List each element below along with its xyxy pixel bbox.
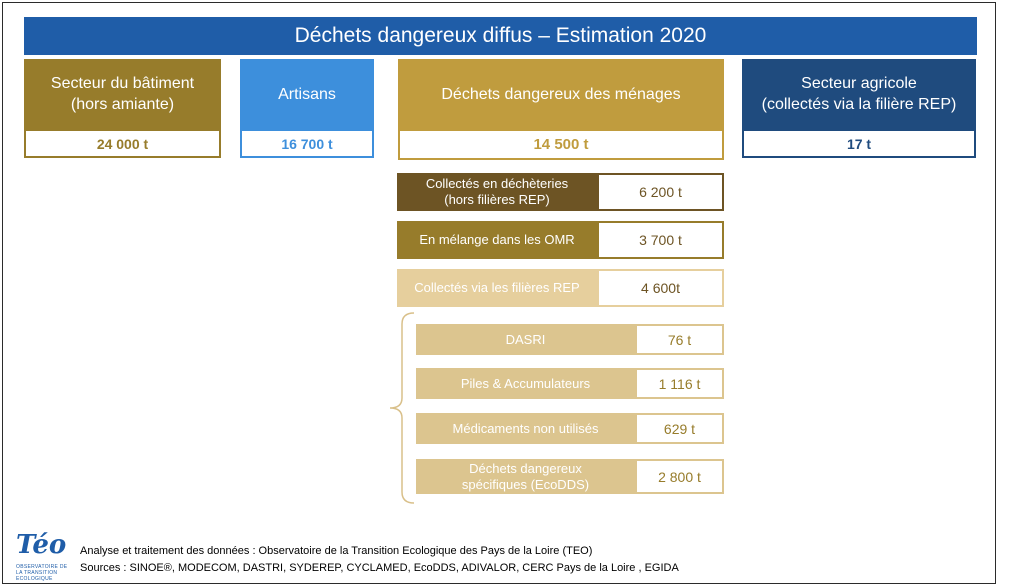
rep-dasri-line1: DASRI [505, 331, 546, 347]
rep-ecodds-label: Déchets dangereux spécifiques (EcoDDS) [416, 459, 635, 494]
menages-rep-label: Collectés via les filières REP [397, 269, 597, 307]
rep-piles-label: Piles & Accumulateurs [416, 368, 635, 399]
menages-dechetteries-line2: (hors filières REP) [444, 192, 550, 207]
slide-frame [2, 2, 996, 584]
menages-omr-value: 3 700 t [597, 221, 724, 259]
menages-dechetteries-value: 6 200 t [597, 173, 724, 211]
category-artisans-value: 16 700 t [240, 129, 374, 158]
footer-analysis: Analyse et traitement des données : Obse… [80, 545, 593, 557]
category-artisans: Artisans [240, 59, 374, 129]
rep-medicaments-label: Médicaments non utilisés [416, 413, 635, 444]
category-batiment-line2: (hors amiante) [70, 96, 175, 113]
rep-dasri-label: DASRI [416, 324, 635, 355]
rep-medicaments-value: 629 t [635, 413, 724, 444]
rep-medicaments-line1: Médicaments non utilisés [452, 420, 599, 436]
rep-ecodds-line2: spécifiques (EcoDDS) [461, 476, 590, 492]
menages-omr-line1: En mélange dans les OMR [419, 232, 575, 247]
teo-logo-text: Téo [16, 530, 67, 560]
footer-sources: Sources : SINOE®, MODECOM, DASTRI, SYDER… [80, 562, 679, 574]
rep-dasri-value: 76 t [635, 324, 724, 355]
menages-omr-label: En mélange dans les OMR [397, 221, 597, 259]
category-menages-value: 14 500 t [398, 129, 724, 160]
rep-ecodds-line1: Déchets dangereux [469, 460, 582, 476]
teo-logo: Téo OBSERVATOIRE DE LA TRANSITION ECOLOG… [10, 530, 70, 582]
menages-dechetteries-line1: Collectés en déchèteries [425, 176, 569, 191]
category-agricole-line2: (collectés via la filière REP) [761, 96, 957, 113]
menages-rep-line1: Collectés via les filières REP [414, 280, 580, 295]
category-batiment: Secteur du bâtiment (hors amiante) [24, 59, 221, 129]
diagram-title: Déchets dangereux diffus – Estimation 20… [24, 17, 977, 55]
category-menages-line1: Déchets dangereux des ménages [441, 85, 681, 103]
menages-rep-value: 4 600t [597, 269, 724, 307]
rep-ecodds-value: 2 800 t [635, 459, 724, 494]
teo-logo-subtitle: OBSERVATOIRE DE LA TRANSITION ECOLOGIQUE [16, 564, 68, 582]
rep-piles-value: 1 116 t [635, 368, 724, 399]
menages-dechetteries-label: Collectés en déchèteries (hors filières R… [397, 173, 597, 211]
category-artisans-line1: Artisans [278, 85, 336, 103]
category-batiment-value: 24 000 t [24, 129, 221, 158]
category-agricole-value: 17 t [742, 129, 976, 158]
category-menages: Déchets dangereux des ménages [398, 59, 724, 129]
category-agricole: Secteur agricole (collectés via la filièr… [742, 59, 976, 129]
category-agricole-line1: Secteur agricole [801, 75, 917, 92]
rep-brace [389, 312, 415, 504]
rep-piles-line1: Piles & Accumulateurs [460, 375, 591, 391]
category-batiment-line1: Secteur du bâtiment [50, 75, 195, 92]
